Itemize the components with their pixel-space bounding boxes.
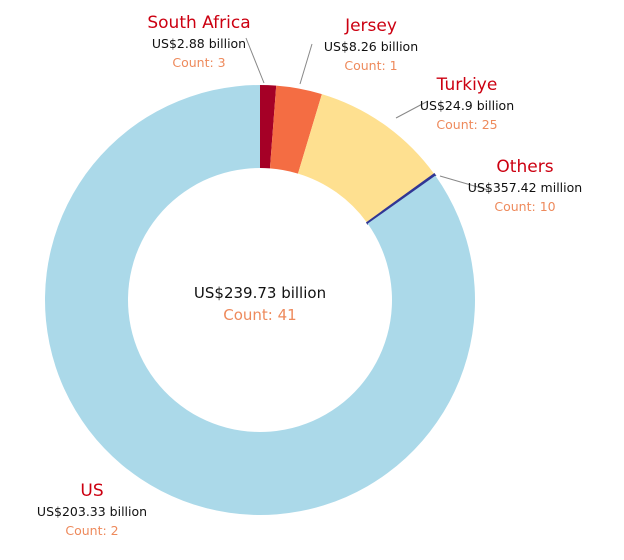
slice-south-africa[interactable] bbox=[260, 85, 277, 169]
slice-value: US$2.88 billion bbox=[151, 36, 247, 51]
slice-count: Count: 2 bbox=[65, 523, 119, 538]
total-count: Count: 41 bbox=[223, 306, 297, 324]
slice-value: US$357.42 million bbox=[467, 180, 583, 195]
slice-name: US bbox=[80, 481, 104, 501]
label-us: US US$203.33 billion Count: 2 bbox=[37, 480, 147, 540]
label-south-africa: South Africa US$2.88 billion Count: 3 bbox=[147, 12, 250, 72]
slice-count: Count: 3 bbox=[172, 55, 226, 70]
slice-count: Count: 10 bbox=[494, 199, 556, 214]
leader-line-south-africa bbox=[245, 37, 265, 84]
total-value: US$239.73 billion bbox=[193, 284, 327, 302]
slice-name: Turkiye bbox=[436, 75, 498, 95]
label-jersey: Jersey US$8.26 billion Count: 1 bbox=[324, 15, 418, 75]
slice-name: South Africa bbox=[147, 13, 251, 33]
leader-line-turkiye bbox=[395, 100, 429, 119]
leader-line-jersey bbox=[299, 43, 313, 85]
slice-us[interactable] bbox=[45, 85, 476, 515]
label-turkiye: Turkiye US$24.9 billion Count: 25 bbox=[420, 74, 514, 134]
slice-jersey[interactable] bbox=[269, 85, 322, 174]
leader-line-others bbox=[439, 175, 489, 191]
slice-others[interactable] bbox=[365, 172, 437, 225]
slice-value: US$8.26 billion bbox=[323, 39, 419, 54]
slice-name: Jersey bbox=[345, 16, 397, 36]
slice-turkiye[interactable] bbox=[297, 94, 435, 223]
slice-count: Count: 1 bbox=[344, 58, 398, 73]
slice-count: Count: 25 bbox=[436, 117, 498, 132]
label-others: Others US$357.42 million Count: 10 bbox=[468, 156, 582, 216]
slice-name: Others bbox=[496, 157, 554, 177]
center-total: US$239.73 billion Count: 41 bbox=[194, 282, 326, 326]
slice-value: US$203.33 billion bbox=[36, 504, 148, 519]
slice-value: US$24.9 billion bbox=[419, 98, 515, 113]
